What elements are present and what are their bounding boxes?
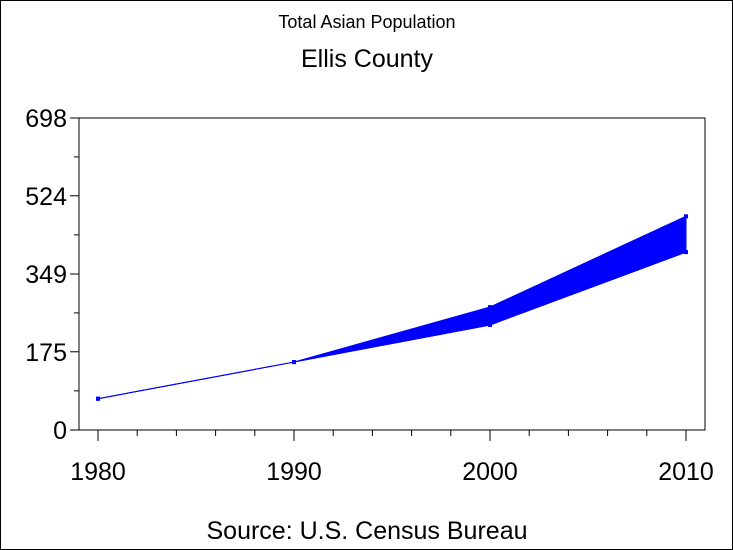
data-point — [96, 396, 100, 401]
x-tick-label: 2010 — [658, 458, 714, 486]
chart-title: Total Asian Population — [278, 12, 455, 32]
plot-area: 0 175 349 524 698 1980 1990 2000 2010 — [25, 105, 714, 486]
data-point — [292, 360, 296, 365]
y-tick-label: 0 — [53, 417, 67, 445]
chart-subtitle: Ellis County — [301, 45, 433, 73]
chart-source: Source: U.S. Census Bureau — [207, 517, 528, 545]
y-tick-label: 349 — [25, 261, 67, 289]
y-tick-label: 698 — [25, 105, 67, 133]
y-tick-label: 175 — [25, 339, 67, 367]
series-band — [97, 215, 687, 400]
x-tick-label: 1990 — [266, 458, 322, 486]
y-tick-label: 524 — [25, 183, 67, 211]
data-point — [684, 250, 688, 255]
series-line-1 — [97, 215, 687, 400]
data-point — [488, 305, 492, 310]
data-point — [684, 214, 688, 219]
series-line-2 — [97, 251, 687, 400]
data-point — [488, 322, 492, 327]
x-tick-label: 2000 — [462, 458, 518, 486]
x-tick-label: 1980 — [70, 458, 126, 486]
